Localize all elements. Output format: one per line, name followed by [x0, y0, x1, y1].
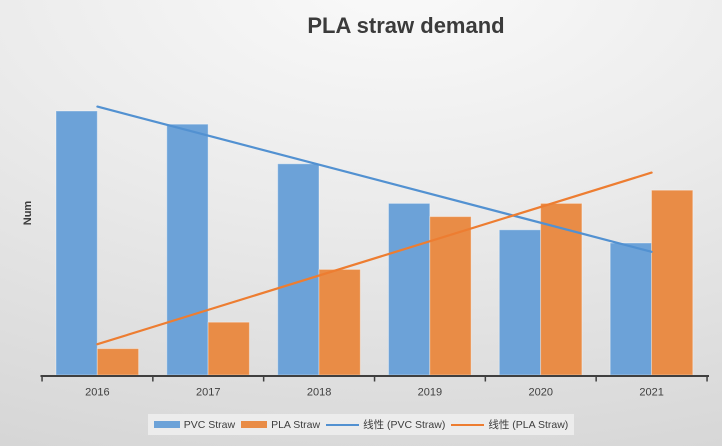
x-tick-label-2016: 2016	[85, 387, 109, 399]
bar-pvc-straw-2018[interactable]	[277, 163, 320, 376]
bar-pvc-straw-2021[interactable]	[609, 242, 653, 376]
bar-pla-straw-2019[interactable]	[429, 216, 472, 376]
x-axis-line	[40, 375, 709, 377]
legend-item-pvc-straw[interactable]: PVC Straw	[153, 418, 236, 431]
legend-line-swatch	[451, 423, 485, 426]
x-axis-tick	[595, 377, 597, 382]
bar-pvc-straw-2019[interactable]	[388, 202, 431, 376]
x-tick-label-2019: 2019	[418, 387, 442, 399]
bar-pvc-straw-2020[interactable]	[498, 229, 542, 376]
x-axis-tick	[152, 377, 154, 382]
legend-line-swatch	[326, 423, 360, 426]
legend-label: PVC Straw	[183, 418, 236, 431]
legend-bar-swatch	[241, 421, 268, 428]
legend-label: 线性 (PVC Straw)	[363, 419, 446, 431]
legend-item-pla-straw[interactable]: PLA Straw	[241, 419, 320, 431]
x-axis-tick	[41, 377, 43, 382]
legend-bar-swatch	[153, 421, 180, 428]
bar-pla-straw-2018[interactable]	[318, 268, 361, 376]
x-axis-tick	[706, 377, 708, 382]
x-tick-label-2021: 2021	[639, 387, 663, 399]
trendline-pla-straw[interactable]	[96, 171, 653, 346]
x-tick-label-2017: 2017	[196, 387, 220, 399]
chart-title[interactable]: PLA straw demand	[307, 13, 505, 38]
trendline-pvc-straw[interactable]	[96, 105, 653, 253]
legend-item-线性-pvc-straw[interactable]: 线性 (PVC Straw)	[326, 417, 445, 432]
legend-label: PLA Straw	[271, 418, 321, 431]
x-axis-tick	[262, 377, 265, 382]
bar-pla-straw-2017[interactable]	[207, 321, 250, 376]
bar-pla-straw-2016[interactable]	[96, 348, 140, 376]
bar-pla-straw-2021[interactable]	[651, 189, 694, 376]
legend-label: 线性 (PLA Straw)	[488, 419, 569, 431]
bar-pvc-straw-2016[interactable]	[55, 110, 98, 376]
x-tick-label-2020: 2020	[529, 387, 553, 399]
x-tick-label-2018: 2018	[307, 387, 331, 399]
legend-item-线性-pla-straw[interactable]: 线性 (PLA Straw)	[451, 417, 568, 432]
bar-pvc-straw-2017[interactable]	[166, 123, 209, 376]
legend: PVC Straw PLA Straw 线性 (PVC Straw) 线性 (PLA …	[148, 414, 574, 435]
x-axis-tick	[484, 377, 487, 382]
x-axis-tick	[373, 377, 376, 382]
